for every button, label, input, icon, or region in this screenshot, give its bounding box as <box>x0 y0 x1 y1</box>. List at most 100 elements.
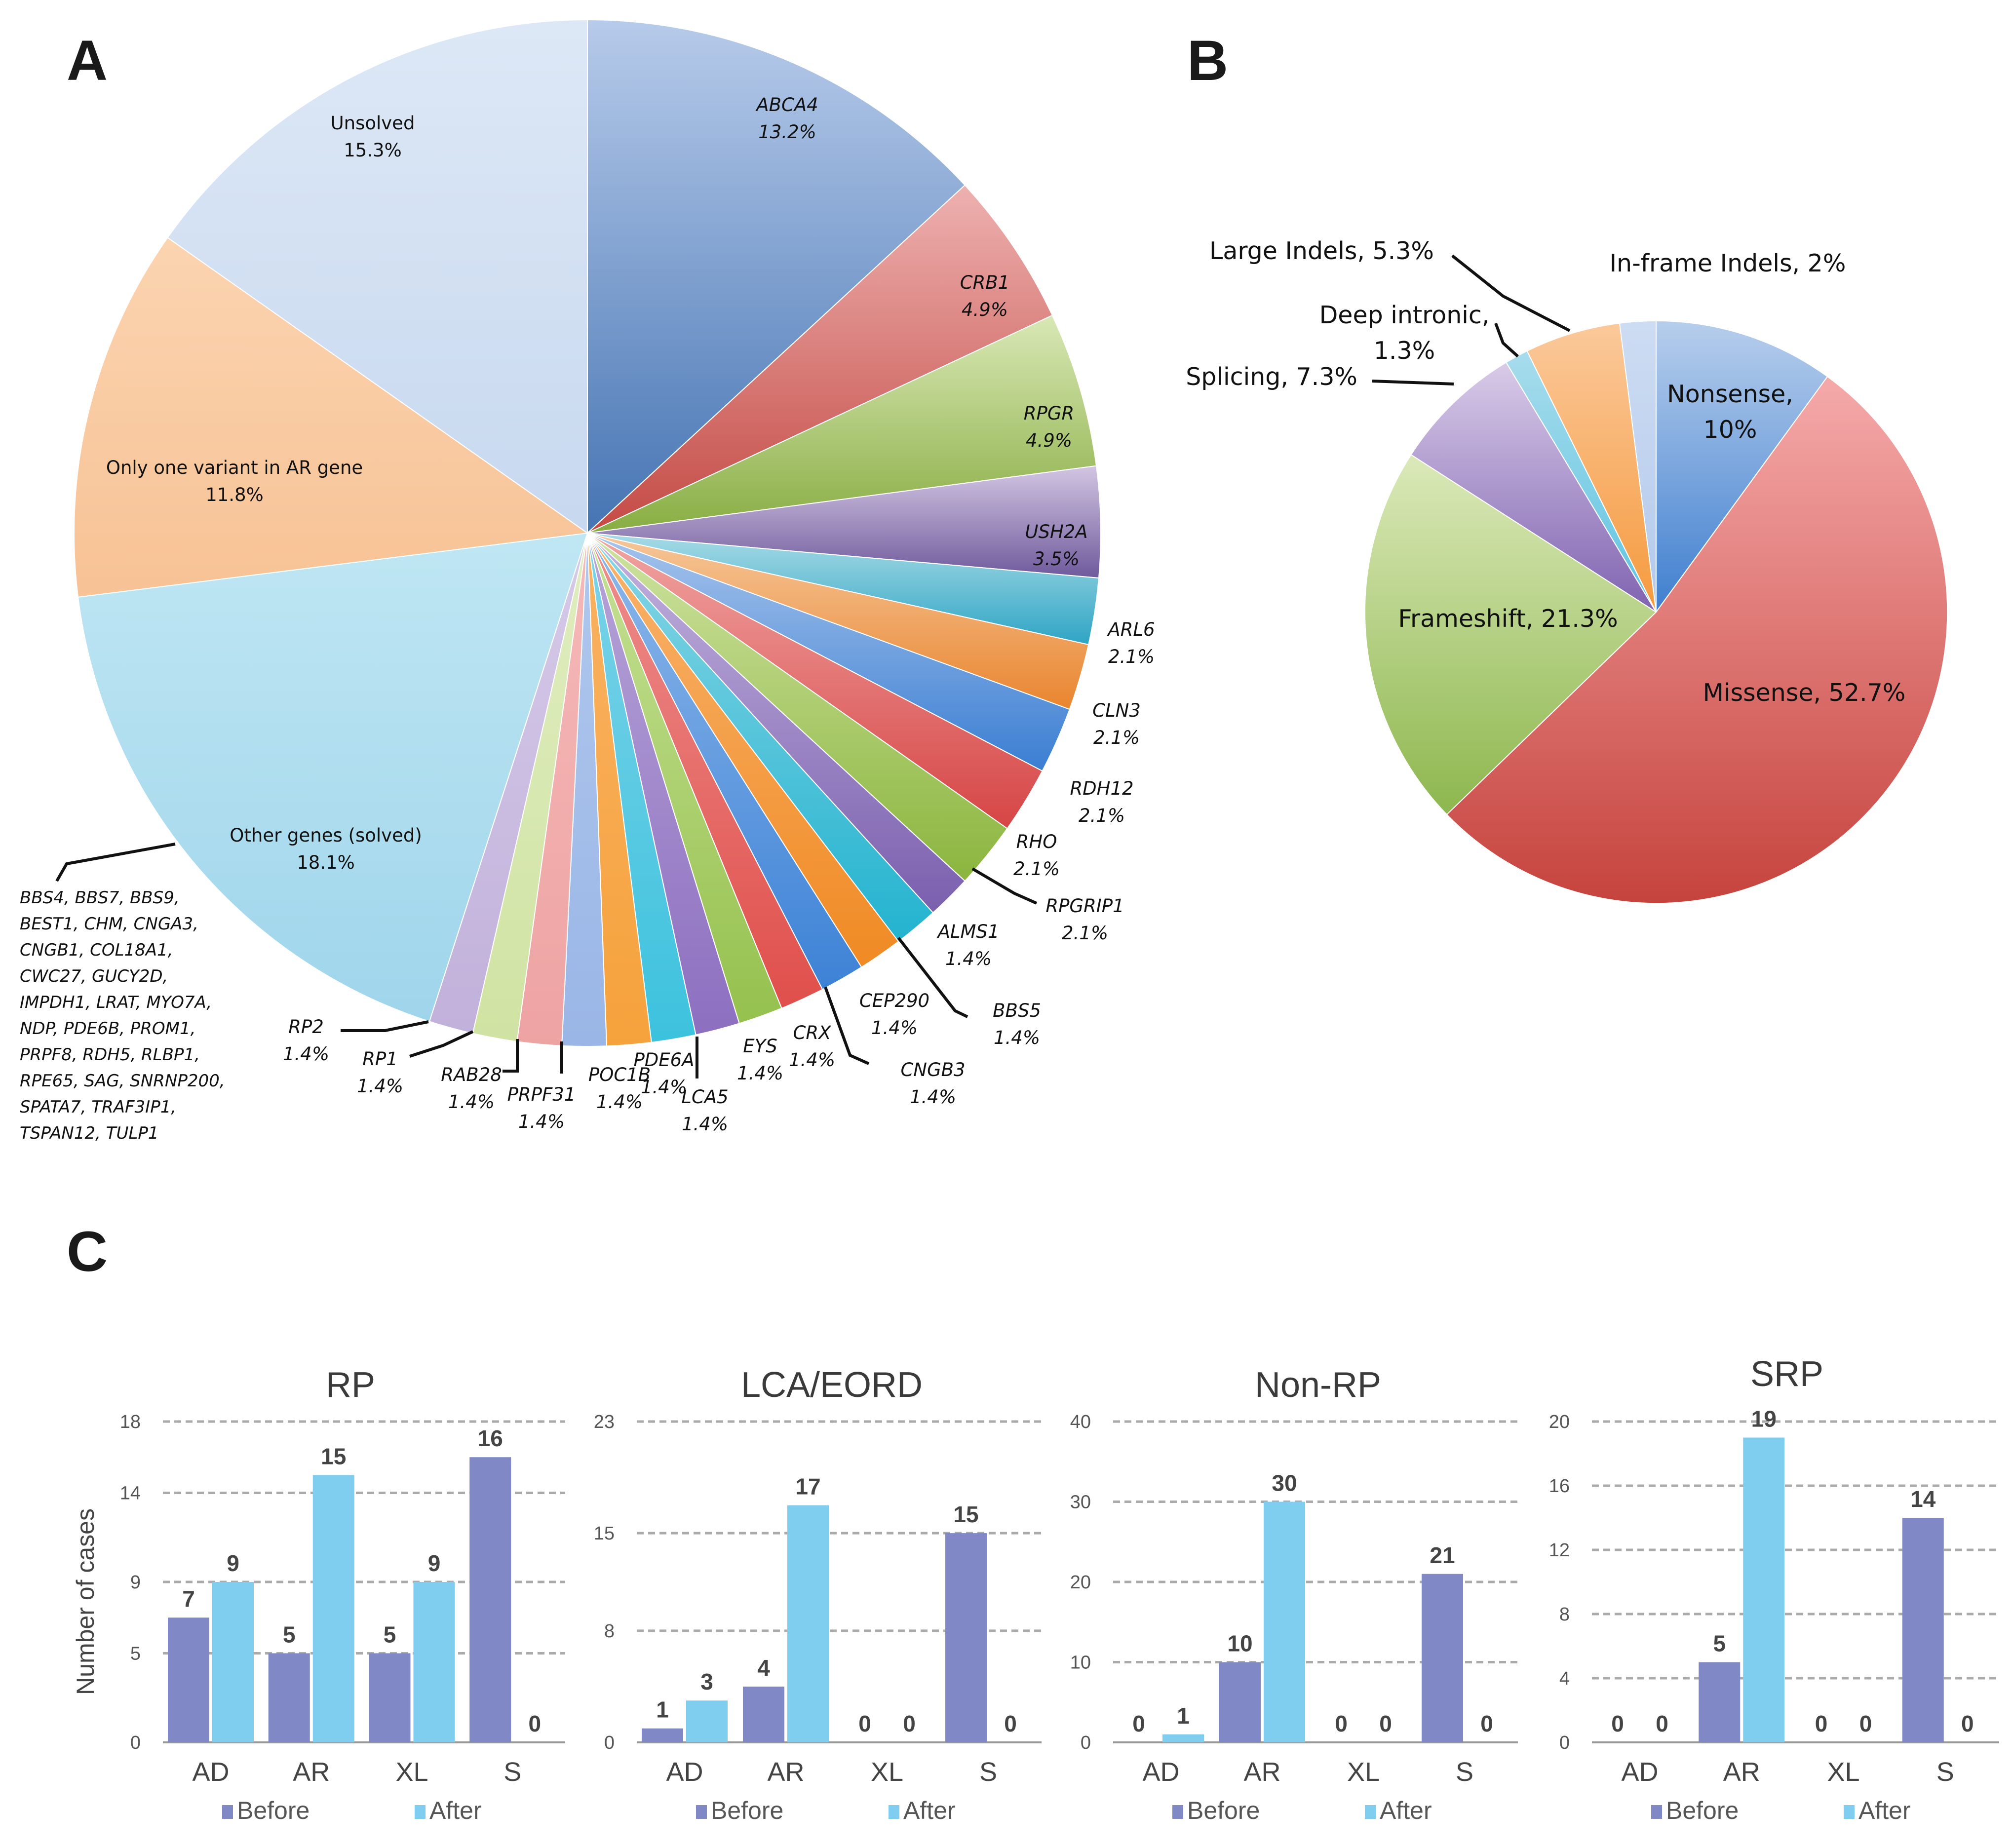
label-deep-intronic: Deep intronic, 1.3% <box>1319 301 1490 365</box>
legend-label-after: After <box>1380 1797 1432 1824</box>
bar-value-label: 0 <box>1815 1711 1828 1736</box>
slice-rpgr <box>587 314 1097 534</box>
chart-title: Non-RP <box>1255 1365 1381 1405</box>
slice-missense-52-7 <box>1446 376 1948 904</box>
x-category-label: S <box>1936 1757 1954 1787</box>
y-tick-label: 15 <box>594 1523 615 1544</box>
bar-value-label: 16 <box>478 1425 503 1451</box>
label-rp1: RP1 1.4% <box>357 1048 403 1097</box>
bar-before <box>743 1686 784 1742</box>
bar-value-label: 15 <box>321 1443 346 1469</box>
legend-label-after: After <box>1858 1797 1911 1824</box>
bar-value-label: 9 <box>227 1550 239 1576</box>
y-tick-label: 0 <box>604 1732 615 1753</box>
legend-label-before: Before <box>1187 1797 1260 1824</box>
label-ush2a: USH2A 3.5% <box>1025 521 1087 570</box>
bar-value-label: 0 <box>1379 1711 1392 1736</box>
chart-title: RP <box>326 1365 375 1405</box>
y-tick-label: 18 <box>120 1412 141 1432</box>
y-tick-label: 20 <box>1070 1572 1091 1593</box>
label-lca5: LCA5 1.4% <box>681 1086 728 1135</box>
panel-letter-a: A <box>67 29 108 92</box>
bar-before <box>642 1728 683 1742</box>
label-cep290: CEP290 1.4% <box>859 990 929 1039</box>
label-prpf31: PRPF31 1.4% <box>507 1084 576 1132</box>
label-unsolved: Unsolved 15.3% <box>331 113 415 161</box>
bar-before <box>1902 1518 1944 1742</box>
bar-after <box>312 1475 354 1742</box>
label-other-genes-solved: Other genes (solved) 18.1% <box>230 825 422 873</box>
slice-frameshift-21-3 <box>1364 454 1657 815</box>
y-tick-label: 20 <box>1549 1412 1570 1432</box>
label-nonsense: Nonsense, 10% <box>1667 380 1793 444</box>
bar-after <box>1743 1437 1785 1742</box>
label-rdh12: RDH12 2.1% <box>1070 778 1133 826</box>
bar-value-label: 7 <box>182 1586 195 1612</box>
leader-rab28 <box>503 1039 519 1073</box>
bar-before <box>1219 1662 1261 1742</box>
x-category-label: S <box>979 1757 997 1787</box>
label-rab28: RAB28 1.4% <box>441 1064 502 1113</box>
bar-value-label: 5 <box>384 1621 396 1647</box>
bar-value-label: 1 <box>656 1697 669 1723</box>
leader-large-indels <box>1451 254 1571 332</box>
label-in-frame-indels-2: In-frame Indels, 2% <box>1610 249 1846 277</box>
label-crb1: CRB1 4.9% <box>960 272 1009 320</box>
label-eys: EYS 1.4% <box>737 1036 783 1084</box>
x-category-label: XL <box>1827 1757 1859 1787</box>
bar-before <box>369 1653 411 1742</box>
legend-label-before: Before <box>1666 1797 1739 1824</box>
bar-after <box>413 1582 455 1742</box>
y-axis-title: Number of cases <box>72 1508 99 1695</box>
slice-only-one-variant-in-ar-gene <box>73 237 589 598</box>
y-tick-label: 4 <box>1559 1668 1570 1689</box>
x-category-label: AR <box>767 1757 804 1787</box>
y-tick-label: 9 <box>130 1572 141 1593</box>
y-tick-label: 0 <box>1559 1732 1570 1753</box>
other-genes-line: CNGB1, COL18A1, <box>20 940 173 960</box>
bar-before <box>168 1617 209 1742</box>
label-crx: CRX 1.4% <box>789 1022 835 1071</box>
slice-splicing-7-3 <box>1410 361 1657 613</box>
bar-value-label: 10 <box>1227 1631 1252 1656</box>
leader-rp1 <box>409 1030 474 1058</box>
bar-value-label: 1 <box>1177 1703 1190 1729</box>
x-category-label: AD <box>1621 1757 1658 1787</box>
legend-swatch-before <box>1651 1805 1662 1819</box>
leader-splicing <box>1372 380 1454 385</box>
label-cln3: CLN3 2.1% <box>1092 700 1141 748</box>
legend-label-before: Before <box>237 1797 310 1824</box>
other-genes-line: IMPDH1, LRAT, MYO7A, <box>20 993 212 1012</box>
label-abca4: ABCA4 13.2% <box>755 94 818 143</box>
other-genes-line: NDP, PDE6B, PROM1, <box>20 1019 195 1039</box>
leader-deep-intronic <box>1494 322 1519 358</box>
y-tick-label: 12 <box>1549 1540 1570 1561</box>
bar-value-label: 0 <box>1859 1711 1872 1736</box>
bar-before <box>268 1653 310 1742</box>
bar-value-label: 5 <box>1713 1631 1726 1656</box>
slice-crb1 <box>587 184 1053 534</box>
label-missense-52-7: Missense, 52.7% <box>1703 679 1906 707</box>
bar-value-label: 15 <box>953 1502 978 1527</box>
bar-before <box>1422 1574 1463 1742</box>
legend-swatch-after <box>889 1805 899 1819</box>
bar-value-label: 0 <box>1004 1711 1017 1736</box>
y-tick-label: 16 <box>1549 1476 1570 1497</box>
slice-in-frame-indels-2 <box>1619 320 1657 613</box>
label-rpgr: RPGR 4.9% <box>1024 403 1074 451</box>
label-splicing-7-3: Splicing, 7.3% <box>1186 363 1357 391</box>
y-tick-label: 23 <box>594 1412 615 1432</box>
x-category-label: XL <box>871 1757 903 1787</box>
label-rp2: RP2 1.4% <box>283 1016 329 1065</box>
bar-value-label: 3 <box>700 1669 713 1694</box>
slice-other-genes-solved <box>77 532 588 1022</box>
y-tick-label: 10 <box>1070 1653 1091 1673</box>
other-genes-line: PRPF8, RDH5, RLBP1, <box>20 1045 200 1065</box>
leader-rpgrip1 <box>971 867 1038 905</box>
x-category-label: AD <box>192 1757 229 1787</box>
legend-label-before: Before <box>711 1797 783 1824</box>
legend-label-after: After <box>903 1797 956 1824</box>
